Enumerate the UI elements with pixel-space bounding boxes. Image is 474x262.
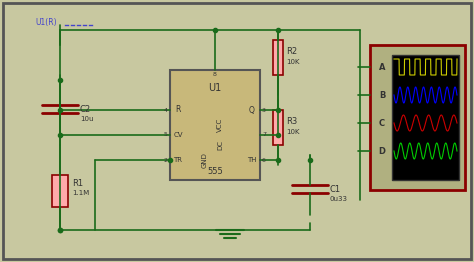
Text: 8: 8	[213, 73, 217, 78]
Text: GND: GND	[202, 152, 208, 168]
Text: CV: CV	[173, 132, 183, 138]
Bar	[273, 110, 283, 145]
Text: 4: 4	[164, 107, 168, 112]
Text: TR: TR	[173, 157, 182, 163]
FancyBboxPatch shape	[170, 70, 260, 180]
Text: R3: R3	[286, 117, 297, 127]
Text: A: A	[379, 63, 385, 72]
Text: R2: R2	[286, 47, 297, 57]
Text: TH: TH	[247, 157, 257, 163]
Text: 10K: 10K	[286, 59, 300, 65]
Bar	[52, 175, 68, 207]
Text: C1: C1	[330, 184, 341, 194]
Bar	[370, 45, 465, 190]
Text: C: C	[379, 118, 385, 128]
Text: R: R	[175, 106, 181, 114]
Text: B: B	[379, 90, 385, 100]
Text: 6: 6	[262, 157, 266, 162]
Text: R1: R1	[72, 178, 83, 188]
Bar	[273, 40, 283, 75]
Text: 5: 5	[164, 133, 168, 138]
Text: 1.1M: 1.1M	[72, 190, 89, 196]
Text: U1: U1	[209, 83, 222, 93]
Text: 10K: 10K	[286, 129, 300, 135]
Text: 2: 2	[164, 157, 168, 162]
Text: U1(R): U1(R)	[35, 18, 56, 26]
Text: 7: 7	[262, 133, 266, 138]
Text: 555: 555	[207, 167, 223, 177]
Text: DC: DC	[217, 140, 223, 150]
Text: 10u: 10u	[80, 116, 93, 122]
Text: VCC: VCC	[217, 118, 223, 132]
Text: C2: C2	[80, 105, 91, 113]
Text: D: D	[379, 146, 385, 156]
Bar	[392, 55, 459, 180]
Text: Q: Q	[249, 106, 255, 114]
Text: 3: 3	[262, 107, 266, 112]
Text: 0u33: 0u33	[330, 196, 348, 202]
